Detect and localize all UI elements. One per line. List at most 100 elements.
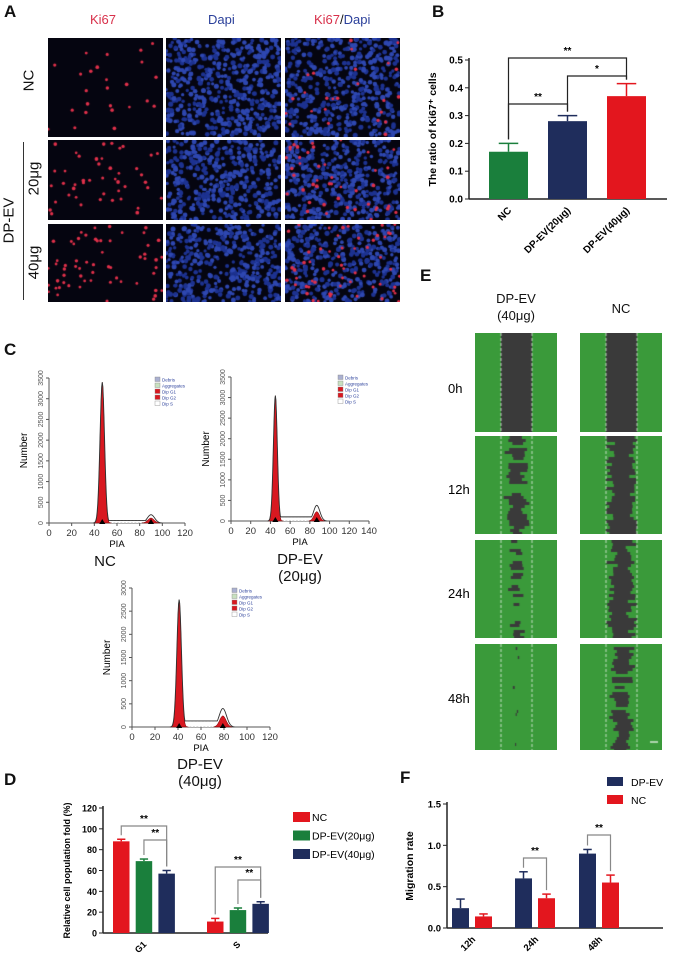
- chart-d-cell-population: 0 20 40 60 80 100 120 Relative cell population …: [62, 802, 375, 954]
- y-tick-label: 3500: [220, 369, 227, 385]
- legend-label: Dip S: [345, 399, 356, 404]
- x-tick-label: 0: [46, 528, 51, 539]
- y-tick-label: 500: [121, 698, 128, 710]
- y-tick-label: 100: [82, 824, 97, 834]
- y-tick-label: 0.3: [449, 111, 463, 122]
- group-bracket-line: [23, 142, 24, 300]
- y-tick-label: 500: [38, 496, 45, 508]
- bar: [548, 121, 587, 199]
- legend-label: Aggregates: [345, 381, 369, 386]
- legend-swatch: [231, 587, 238, 593]
- legend-swatch: [231, 611, 238, 617]
- wound-row-label: 48h: [448, 691, 470, 706]
- wound-image-dp-ev-0h: [475, 333, 557, 432]
- legend-swatch: [337, 392, 344, 398]
- y-tick-label: 40: [87, 887, 97, 897]
- y-tick-label: 1000: [220, 472, 227, 488]
- legend-label: DP-EV(40μg): [312, 849, 375, 861]
- y-tick-label: 0: [38, 521, 45, 525]
- x-tick-label: 60: [196, 732, 207, 743]
- y-tick-label: 2000: [220, 431, 227, 447]
- wound-image-dp-ev-48h: [475, 644, 557, 750]
- peak-marker-icon: [313, 517, 320, 522]
- legend-label: Dip G2: [239, 606, 254, 611]
- total-fit-curve: [93, 382, 163, 524]
- x-tick-label: 40: [89, 528, 100, 539]
- x-tick-label: S: [231, 939, 242, 950]
- panel-label-f: F: [400, 768, 411, 787]
- peak-marker-icon: [99, 519, 106, 524]
- bar: [602, 882, 619, 928]
- legend-label: Debris: [345, 375, 359, 380]
- x-tick-label: 60: [112, 528, 123, 539]
- wound-image-nc-24h: [580, 540, 662, 638]
- histogram-title-20ug: DP-EV (20μg): [277, 551, 323, 585]
- legend-label: DP-EV(20μg): [312, 831, 375, 843]
- legend-label: Dip G1: [239, 600, 254, 605]
- legend-swatch: [231, 599, 238, 605]
- g2-peak: [213, 715, 233, 728]
- x-tick-label: 120: [262, 732, 278, 743]
- significance-label: **: [151, 828, 159, 839]
- legend-label: Aggregates: [239, 594, 263, 599]
- x-tick-label: 100: [154, 528, 170, 539]
- micrograph-dapi-20ug: [166, 140, 281, 220]
- y-tick-label: 60: [87, 866, 97, 876]
- bar: [452, 908, 469, 928]
- y-tick-label: 3000: [121, 580, 128, 596]
- y-tick-label: 0.0: [428, 924, 441, 935]
- legend-label: Dip G2: [162, 395, 177, 400]
- legend-swatch: [337, 386, 344, 392]
- y-tick-label: 0: [121, 725, 128, 729]
- wound-image-dp-ev-24h: [475, 540, 557, 638]
- significance-bracket: [237, 879, 262, 904]
- y-tick-label: 2000: [38, 432, 45, 448]
- y-axis-label: Number: [19, 432, 30, 468]
- wound-row-label: 12h: [448, 482, 470, 497]
- significance-label: **: [140, 814, 148, 825]
- legend-label: Dip G2: [345, 393, 360, 398]
- significance-bracket: [586, 834, 612, 872]
- y-tick-label: 500: [220, 494, 227, 506]
- legend-swatch: [337, 380, 344, 386]
- x-tick-label: 40: [173, 732, 184, 743]
- y-tick-label: 0.0: [449, 195, 463, 206]
- peak-marker-icon: [272, 517, 279, 522]
- y-axis-label: Relative cell population fold (%): [62, 802, 72, 938]
- bar: [515, 878, 532, 928]
- micrograph-merge-20ug: [285, 140, 400, 220]
- legend-swatch: [293, 830, 310, 841]
- significance-label: **: [245, 868, 253, 879]
- panel-label-e: E: [420, 266, 432, 285]
- bar: [607, 96, 646, 199]
- significance-bracket: [507, 57, 628, 140]
- legend-swatch: [231, 605, 238, 611]
- bar: [475, 916, 492, 928]
- wound-image-nc-0h: [580, 333, 662, 432]
- legend-label: NC: [312, 812, 328, 824]
- x-axis-label: PIA: [292, 537, 308, 548]
- y-tick-label: 120: [82, 804, 97, 814]
- bar: [158, 873, 175, 933]
- legend-swatch: [154, 388, 161, 394]
- wound-image-dp-ev-12h: [475, 436, 557, 534]
- y-tick-label: 3500: [38, 370, 45, 386]
- x-tick-label: 40: [265, 526, 276, 537]
- col-header-dapi: Dapi: [208, 12, 235, 27]
- wound-image-nc-48h: [580, 644, 662, 750]
- micrograph-dapi-40ug: [166, 224, 281, 302]
- wound-col-header-dp-ev: DP-EV (40μg): [496, 291, 536, 323]
- x-tick-label: 140: [361, 526, 377, 537]
- y-tick-label: 2000: [121, 626, 128, 642]
- x-tick-label: 80: [134, 528, 145, 539]
- y-tick-label: 0.4: [449, 83, 463, 94]
- y-tick-label: 0.2: [449, 139, 463, 150]
- y-tick-label: 80: [87, 845, 97, 855]
- bar: [489, 151, 528, 199]
- legend-swatch: [293, 849, 310, 859]
- x-axis-label: PIA: [193, 743, 209, 754]
- histogram-title-40ug: DP-EV (40μg): [177, 756, 223, 790]
